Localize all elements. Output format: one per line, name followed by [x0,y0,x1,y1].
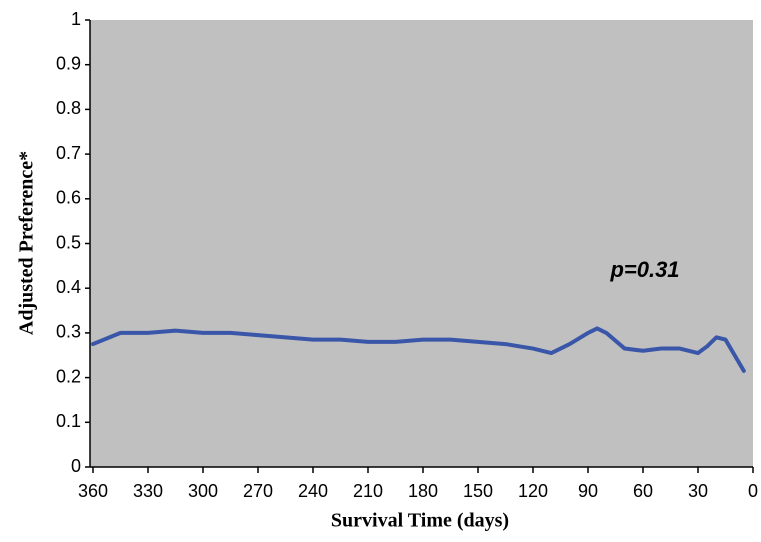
y-tick-label: 0.5 [56,232,81,252]
x-tick-label: 180 [408,481,438,501]
y-tick-label: 0.7 [56,143,81,163]
y-axis-title: Adjusted Preference* [16,151,38,335]
y-tick-label: 1 [71,9,81,29]
x-tick-label: 330 [133,481,163,501]
x-axis-title: Survival Time (days) [331,510,509,532]
plot-area [90,20,753,467]
y-tick-label: 0.6 [56,188,81,208]
x-tick-label: 300 [188,481,218,501]
x-tick-label: 30 [688,481,708,501]
annotation: p=0.31 [609,257,679,282]
y-tick-label: 0.1 [56,411,81,431]
y-tick-label: 0.3 [56,322,81,342]
line [91,326,746,373]
x-tick-label: 270 [243,481,273,501]
x-tick-label: 90 [578,481,598,501]
y-tick-label: 0.2 [56,366,81,386]
y-tick-label: 0 [71,456,81,476]
x-tick-label: 360 [78,481,108,501]
x-tick-label: 60 [633,481,653,501]
x-tick-label: 150 [463,481,493,501]
y-tick-label: 0.8 [56,98,81,118]
x-tick-label: 210 [353,481,383,501]
x-tick-label: 240 [298,481,328,501]
x-tick-label: 120 [518,481,548,501]
y-tick-label: 0.4 [56,277,81,297]
y-tick-label: 0.9 [56,53,81,73]
x-tick-label: 0 [748,481,758,501]
